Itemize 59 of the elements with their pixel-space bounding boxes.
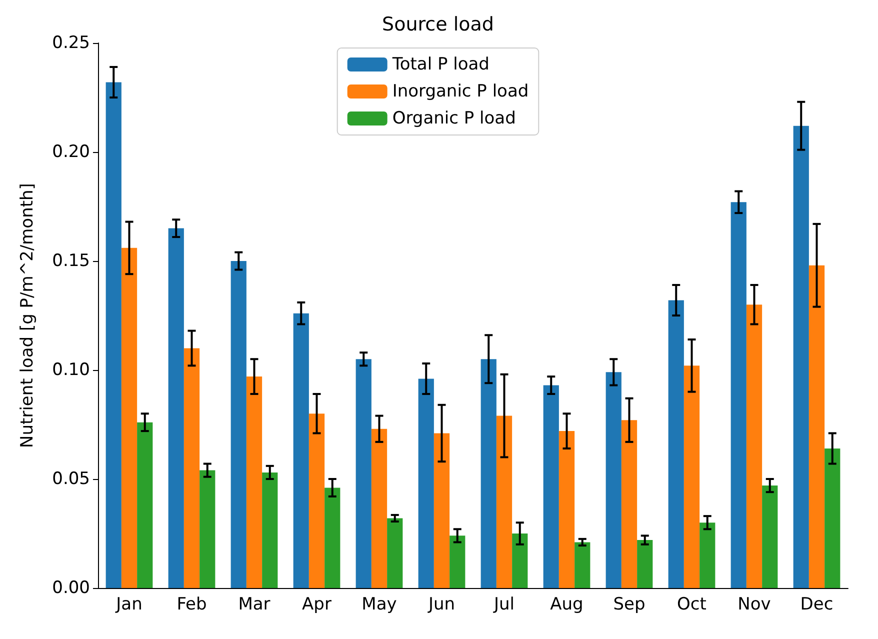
bar bbox=[121, 248, 138, 588]
bar bbox=[746, 304, 762, 588]
bar bbox=[621, 420, 638, 588]
x-tick-label: Nov bbox=[738, 594, 771, 614]
x-tick-label: Dec bbox=[800, 594, 834, 614]
bar bbox=[246, 376, 262, 588]
bar bbox=[450, 536, 466, 588]
bar bbox=[668, 300, 684, 588]
y-tick-label: 0.25 bbox=[52, 33, 90, 53]
legend-label: Inorganic P load bbox=[392, 82, 529, 102]
y-tick-label: 0.15 bbox=[52, 251, 90, 271]
x-tick-label: Jul bbox=[492, 594, 515, 614]
x-tick-label: Jun bbox=[427, 594, 456, 614]
x-tick-label: Apr bbox=[302, 594, 332, 614]
bar bbox=[512, 534, 528, 588]
bar bbox=[387, 518, 403, 588]
bar bbox=[824, 448, 840, 588]
bar bbox=[700, 522, 716, 588]
x-tick-label: Aug bbox=[550, 594, 584, 614]
bar bbox=[262, 472, 278, 588]
bar bbox=[308, 414, 325, 588]
x-tick-label: Jan bbox=[115, 594, 142, 614]
bar bbox=[168, 228, 184, 588]
bar bbox=[418, 378, 434, 588]
bar bbox=[496, 416, 512, 588]
bar bbox=[434, 433, 450, 588]
bar bbox=[230, 261, 246, 588]
bar bbox=[574, 542, 590, 588]
y-tick-label: 0.10 bbox=[52, 360, 90, 380]
bar bbox=[808, 265, 825, 588]
bar bbox=[684, 366, 700, 588]
x-tick-label: Feb bbox=[176, 594, 207, 614]
y-axis-title: Nutrient load [g P/m^2/month] bbox=[18, 183, 38, 448]
bar bbox=[184, 348, 200, 588]
bar bbox=[606, 372, 622, 588]
bar bbox=[762, 486, 778, 588]
bar bbox=[543, 385, 559, 588]
y-tick-label: 0.00 bbox=[52, 578, 90, 598]
bar bbox=[137, 422, 153, 588]
x-tick-label: Mar bbox=[238, 594, 270, 614]
bar bbox=[356, 359, 372, 588]
x-tick-label: Sep bbox=[613, 594, 646, 614]
bar bbox=[293, 313, 309, 588]
bar bbox=[480, 359, 496, 588]
legend-label: Total P load bbox=[391, 54, 490, 74]
chart-title: Source load bbox=[382, 14, 494, 36]
bar bbox=[558, 431, 575, 588]
x-tick-label: May bbox=[362, 594, 397, 614]
bar bbox=[730, 202, 746, 588]
x-tick-label: Oct bbox=[677, 594, 707, 614]
legend-label: Organic P load bbox=[392, 108, 516, 128]
bar bbox=[324, 488, 340, 588]
bar bbox=[637, 540, 653, 588]
bar bbox=[793, 126, 809, 588]
bar bbox=[106, 82, 122, 588]
y-tick-label: 0.20 bbox=[52, 142, 90, 162]
y-tick-label: 0.05 bbox=[52, 469, 90, 489]
bar bbox=[200, 470, 216, 588]
bar bbox=[371, 428, 388, 588]
